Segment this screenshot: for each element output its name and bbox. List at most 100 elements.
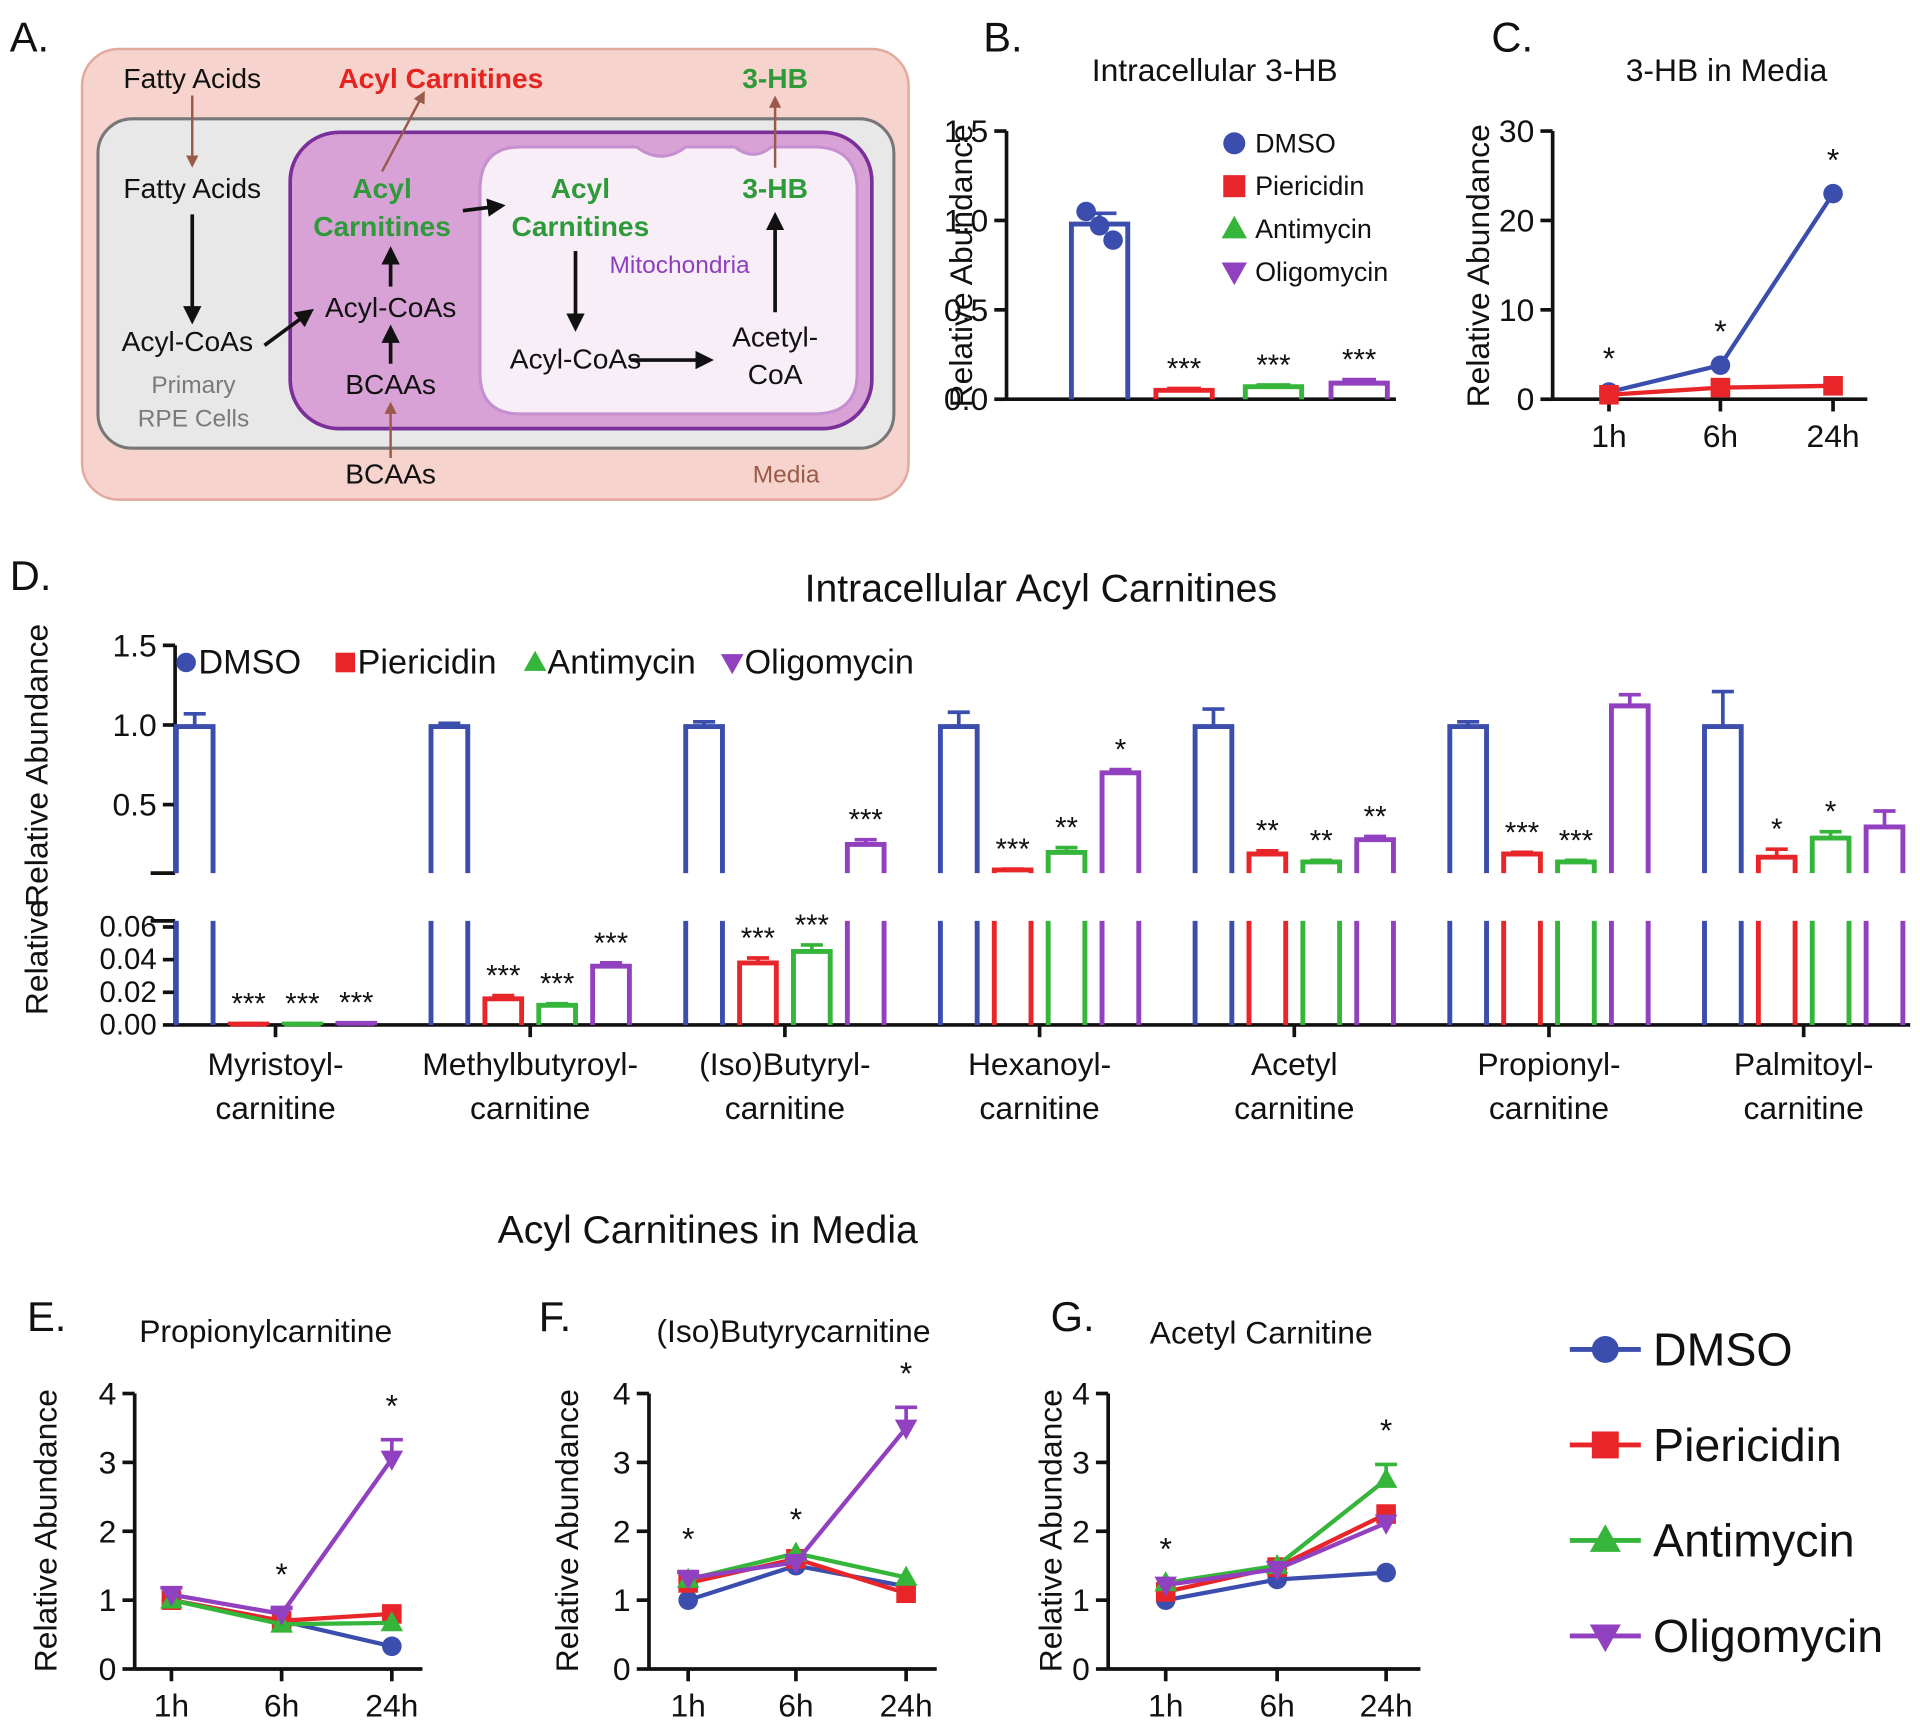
significance: ***: [1342, 343, 1376, 376]
y-tick-label: 2: [99, 1513, 117, 1549]
y-tick-label: 3: [1072, 1444, 1090, 1480]
legend-label: DMSO: [1255, 128, 1336, 158]
legend-marker: [1223, 132, 1246, 155]
legend-marker: [335, 652, 356, 673]
y-tick-label: 2: [1072, 1513, 1090, 1549]
bar: [1809, 920, 1852, 1025]
node-label: RPE Cells: [138, 405, 250, 432]
panel-label: C.: [1491, 13, 1533, 60]
bar: [1328, 380, 1390, 400]
bar: [1863, 920, 1906, 1025]
bar: [1300, 859, 1343, 874]
panel-label: E.: [27, 1293, 66, 1340]
significance: ***: [540, 968, 574, 1001]
x-tick-label: Acetyl: [1251, 1046, 1338, 1082]
x-tick-label: 1h: [1148, 1688, 1183, 1724]
data-point: [894, 1565, 918, 1586]
legend-label: DMSO: [1653, 1323, 1793, 1375]
node-label: Mitochondria: [610, 252, 750, 279]
node-label: Carnitines: [313, 211, 451, 242]
bar: [1354, 920, 1396, 1025]
y-tick-label: 0.5: [944, 292, 988, 328]
bar: [1099, 920, 1142, 1025]
bar: [1501, 851, 1543, 874]
bar: [1192, 724, 1235, 874]
legend-label: Piericidin: [1653, 1419, 1842, 1471]
chart-title: Acetyl Carnitine: [1150, 1314, 1373, 1350]
node-label: Acyl-CoAs: [325, 292, 456, 323]
y-axis-label: Relative Abundance: [27, 1389, 63, 1672]
y-axis-label: Relative Abundance: [1460, 124, 1496, 407]
y-tick-label: 3: [99, 1444, 117, 1480]
mito-inner: [478, 145, 859, 416]
significance: ***: [486, 959, 520, 992]
x-tick-label: carnitine: [1489, 1090, 1609, 1126]
x-tick-label: Propionyl-: [1477, 1046, 1620, 1082]
legend-marker: [1221, 215, 1247, 239]
significance: *: [790, 1501, 802, 1537]
significance: **: [1055, 812, 1078, 845]
significance: *: [900, 1355, 912, 1391]
y-tick-label: 1.5: [112, 627, 156, 663]
legend-label: DMSO: [198, 643, 301, 681]
legend-marker: [1591, 1335, 1619, 1363]
x-tick-label: 1h: [154, 1688, 189, 1724]
significance: ***: [1505, 816, 1539, 849]
legend-marker: [720, 654, 744, 675]
significance: ***: [339, 987, 373, 1020]
y-tick-label: 0.5: [112, 787, 156, 823]
data-point: [1376, 1562, 1396, 1583]
y-tick-label: 0: [613, 1651, 631, 1687]
data-point: [380, 1611, 404, 1632]
y-axis-label: Relative Abundance: [1033, 1389, 1069, 1672]
data-point: [1103, 230, 1123, 250]
data-point: [1599, 384, 1619, 405]
node-label: Fatty Acids: [123, 63, 261, 94]
significance: *: [1603, 340, 1615, 376]
significance: *: [1771, 813, 1782, 846]
chart-title: 3-HB in Media: [1626, 52, 1828, 88]
chart-title: (Iso)Butyrycarnitine: [656, 1313, 930, 1349]
significance: *: [275, 1556, 287, 1592]
x-tick-label: Myristoyl-: [207, 1046, 343, 1082]
panel-label: A.: [10, 13, 49, 60]
significance: *: [1714, 313, 1726, 349]
data-point: [896, 1583, 916, 1604]
bar: [1068, 221, 1131, 400]
bar: [1555, 920, 1597, 1025]
significance: ***: [285, 988, 319, 1021]
significance: ***: [594, 927, 628, 960]
y-tick-label: 1.5: [944, 113, 988, 149]
x-tick-label: 1h: [670, 1688, 705, 1724]
y-tick-label: 10: [1499, 292, 1534, 328]
y-tick-label: 4: [99, 1376, 117, 1412]
bar: [1555, 859, 1597, 874]
bar: [1447, 920, 1489, 1025]
significance: ***: [1256, 349, 1290, 382]
bar: [844, 920, 887, 1025]
bar: [1863, 824, 1906, 874]
significance: ***: [1559, 824, 1593, 857]
node-label: BCAAs: [345, 458, 436, 489]
chart-title: Propionylcarnitine: [139, 1313, 392, 1349]
node-label: BCAAs: [345, 369, 436, 400]
legend-label: Piericidin: [358, 643, 497, 681]
legend-marker: [1591, 1431, 1619, 1459]
data-point: [678, 1590, 698, 1610]
legend-label: Piericidin: [1255, 171, 1364, 201]
significance: *: [1827, 141, 1839, 177]
node-label: Acyl-CoAs: [510, 343, 641, 374]
data-point: [382, 1636, 402, 1657]
significance: ***: [231, 988, 265, 1021]
bar: [1501, 920, 1543, 1025]
data-point: [160, 1586, 183, 1607]
data-point: [1710, 355, 1731, 376]
node-label: Acyl Carnitines: [338, 63, 543, 94]
x-tick-label: 24h: [1360, 1688, 1413, 1724]
x-tick-label: 6h: [1259, 1688, 1294, 1724]
x-tick-label: 24h: [1807, 418, 1860, 454]
x-tick-label: 1h: [1591, 418, 1626, 454]
significance: ***: [996, 833, 1030, 866]
bar: [1809, 835, 1852, 874]
x-tick-label: Palmitoyl-: [1734, 1046, 1874, 1082]
